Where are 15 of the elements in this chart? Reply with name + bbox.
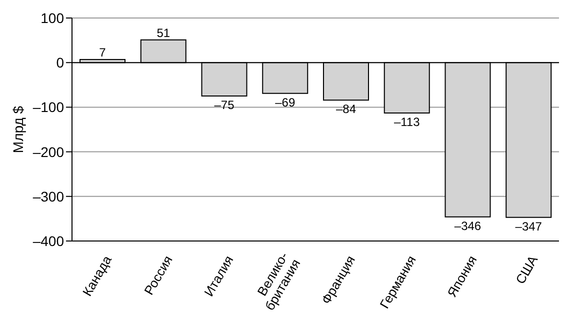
data-label: –113 [394, 115, 420, 129]
y-tick-label: –400 [32, 232, 64, 249]
y-tick-label: –200 [32, 144, 64, 160]
data-label: 51 [156, 26, 170, 40]
y-tick-label: –300 [32, 188, 64, 204]
y-tick-label: 0 [56, 54, 64, 71]
y-tick-label: 100 [40, 10, 64, 26]
data-label: 7 [99, 45, 106, 60]
data-label: –69 [275, 95, 296, 110]
y-tick-label: –100 [32, 99, 64, 116]
data-label: –84 [336, 102, 356, 116]
y-axis-title: Млрд $ [10, 106, 26, 154]
data-label: –347 [515, 219, 542, 234]
data-label: –346 [454, 218, 482, 233]
data-label: –75 [214, 98, 235, 112]
